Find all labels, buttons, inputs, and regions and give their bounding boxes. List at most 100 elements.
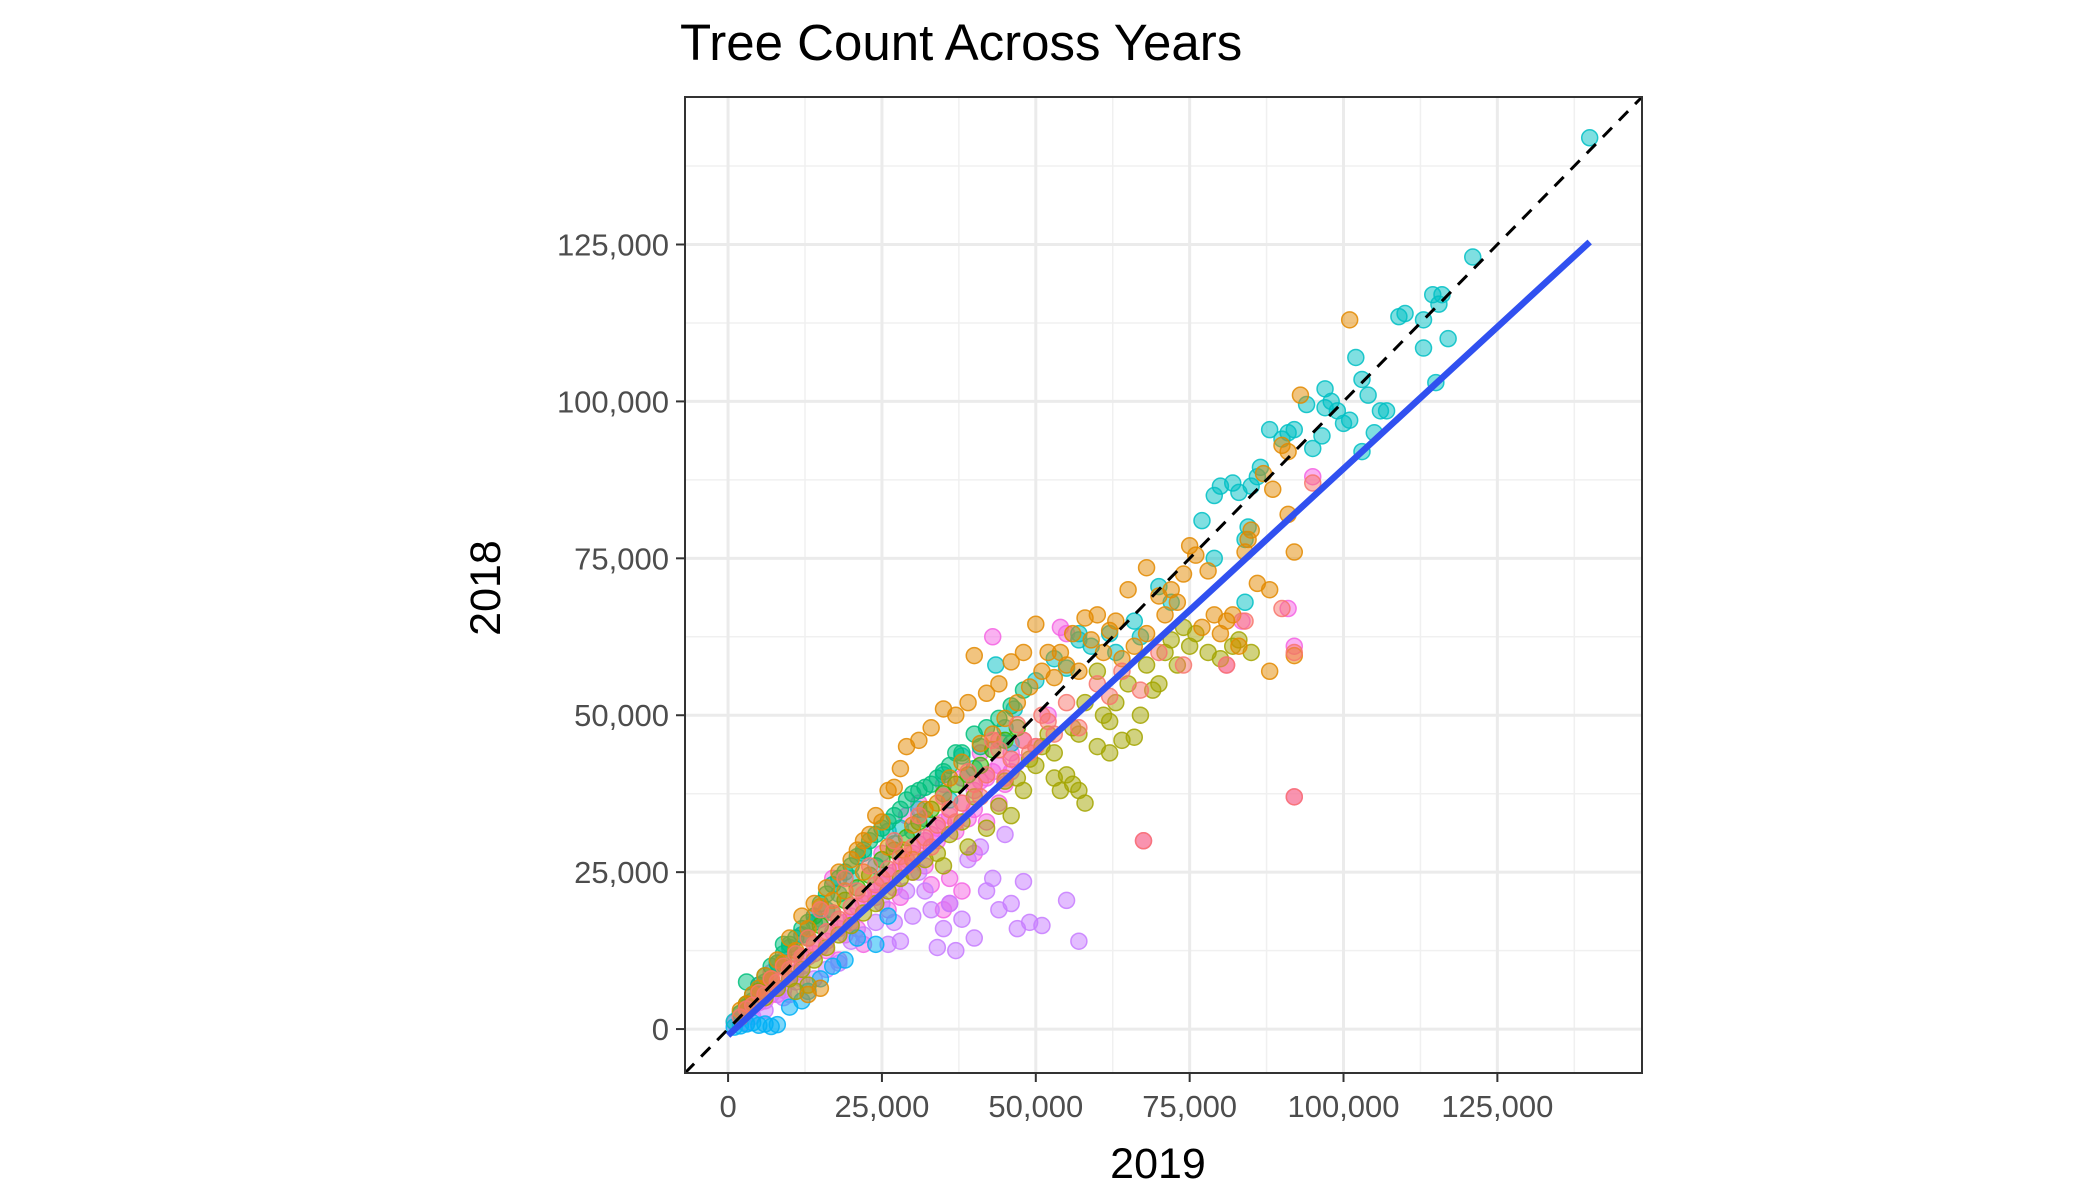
- y-axis-ticks: [676, 243, 685, 1031]
- data-point: [1076, 794, 1094, 812]
- data-point: [1236, 612, 1254, 630]
- data-point: [1205, 606, 1224, 624]
- data-point: [1008, 693, 1027, 712]
- data-point: [934, 857, 953, 875]
- data-point: [940, 769, 959, 787]
- data-point: [934, 700, 953, 718]
- data-point: [1359, 386, 1377, 404]
- data-point: [1045, 668, 1064, 687]
- data-point: [1236, 593, 1254, 612]
- data-point: [990, 675, 1008, 693]
- data-point: [922, 901, 940, 919]
- data-point: [768, 1015, 787, 1034]
- data-point: [983, 731, 1002, 750]
- data-point: [1464, 248, 1482, 266]
- data-point: [928, 938, 947, 957]
- data-point: [879, 907, 897, 925]
- data-point: [940, 894, 959, 913]
- data-point: [1100, 744, 1119, 762]
- data-point: [1390, 307, 1408, 326]
- data-point: [1205, 486, 1224, 505]
- data-point: [1131, 681, 1150, 699]
- data-point: [903, 907, 922, 925]
- data-point: [1260, 662, 1279, 681]
- x-axis-ticks: [727, 1073, 1499, 1082]
- data-point: [1303, 439, 1322, 458]
- data-point: [1063, 624, 1082, 643]
- data-point: [1180, 637, 1199, 655]
- reference-lines: [683, 95, 1644, 1075]
- data-point: [1316, 398, 1334, 417]
- data-point: [1303, 474, 1322, 492]
- data-point: [1002, 750, 1020, 768]
- data-point: [1347, 348, 1365, 367]
- data-point: [836, 869, 854, 888]
- data-point: [1217, 656, 1236, 674]
- data-point: [1137, 558, 1156, 577]
- x-tick-label: 25,000: [835, 1089, 930, 1124]
- data-point: [959, 693, 977, 712]
- data-point: [1273, 599, 1291, 618]
- data-point: [1340, 311, 1359, 329]
- data-point: [965, 646, 984, 665]
- data-point: [1119, 580, 1137, 599]
- y-tick-label: 75,000: [574, 541, 669, 576]
- data-point: [1193, 511, 1211, 530]
- data-point: [1070, 719, 1088, 737]
- data-point: [1045, 744, 1064, 762]
- data-point: [1014, 781, 1033, 800]
- data-point: [953, 910, 971, 928]
- data-point: [1193, 618, 1211, 637]
- data-point: [867, 806, 885, 825]
- data-point: [910, 806, 928, 825]
- data-point: [1316, 380, 1334, 398]
- y-tick-label: 125,000: [557, 227, 669, 262]
- data-point: [1156, 606, 1174, 624]
- data-point: [1033, 916, 1051, 935]
- data-point: [1211, 624, 1230, 643]
- y-axis-title: 2018: [462, 540, 510, 636]
- data-point: [996, 825, 1014, 844]
- data-point: [1094, 643, 1113, 662]
- data-point: [897, 737, 916, 756]
- y-tick-label: 0: [652, 1012, 669, 1047]
- data-point: [1094, 706, 1113, 724]
- data-point: [1057, 891, 1076, 910]
- data-point: [1039, 643, 1057, 662]
- data-point: [799, 929, 817, 947]
- data-point: [1230, 637, 1248, 655]
- data-point: [990, 901, 1008, 919]
- data-point: [959, 838, 977, 856]
- data-point: [1137, 656, 1156, 674]
- data-point: [1020, 678, 1039, 696]
- data-point: [842, 897, 860, 916]
- data-point: [1014, 872, 1033, 891]
- x-axis-title: 2019: [1110, 1140, 1206, 1188]
- x-axis-tick-labels: 0 25,000 50,000 75,000 100,000 125,000: [719, 1089, 1553, 1124]
- chart-title: Tree Count Across Years: [680, 14, 1242, 71]
- data-point: [1150, 643, 1168, 662]
- data-point: [842, 850, 860, 869]
- data-point: [860, 857, 879, 875]
- y-tick-label: 100,000: [557, 384, 669, 419]
- data-point: [916, 882, 934, 900]
- data-point: [1168, 593, 1187, 612]
- y-axis-tick-labels: 0 25,000 50,000 75,000 100,000 125,000: [557, 227, 669, 1047]
- data-point: [1008, 715, 1027, 734]
- data-point: [891, 759, 910, 778]
- data-point: [934, 788, 953, 806]
- data-point: [1027, 615, 1045, 633]
- data-point: [1313, 427, 1331, 445]
- data-point: [1082, 631, 1100, 649]
- data-point: [1002, 653, 1020, 671]
- data-point: [1125, 728, 1144, 746]
- data-point: [750, 983, 768, 1002]
- y-tick-label: 25,000: [574, 855, 669, 890]
- data-point: [934, 919, 953, 938]
- data-point: [922, 719, 940, 737]
- data-point: [879, 781, 897, 800]
- major-gridlines: [685, 97, 1642, 1073]
- data-point: [1260, 420, 1279, 439]
